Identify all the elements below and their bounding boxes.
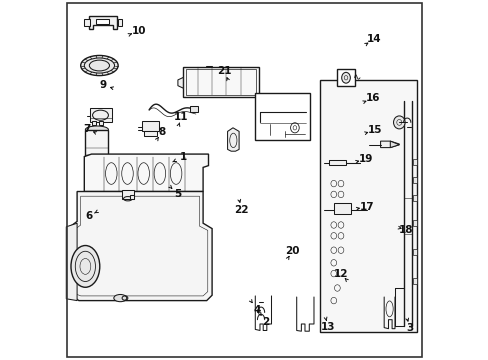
- Polygon shape: [66, 223, 77, 301]
- Ellipse shape: [71, 246, 100, 287]
- Bar: [118, 19, 122, 26]
- Bar: [412, 220, 416, 226]
- Bar: [160, 173, 170, 179]
- Text: 11: 11: [174, 112, 188, 122]
- Text: 22: 22: [234, 204, 248, 215]
- Polygon shape: [70, 192, 212, 301]
- Text: 21: 21: [216, 66, 231, 76]
- Polygon shape: [389, 141, 399, 148]
- Text: 7: 7: [83, 124, 90, 134]
- Ellipse shape: [85, 126, 108, 133]
- Bar: [328, 160, 346, 165]
- Bar: [96, 19, 108, 24]
- Bar: [90, 108, 112, 122]
- Text: 8: 8: [158, 127, 165, 138]
- Text: 16: 16: [366, 93, 380, 103]
- Text: 9: 9: [100, 80, 107, 90]
- Bar: [412, 177, 416, 183]
- Text: 20: 20: [284, 246, 299, 256]
- Text: 12: 12: [333, 269, 347, 279]
- Text: 13: 13: [320, 321, 335, 332]
- Text: 14: 14: [366, 34, 381, 44]
- Polygon shape: [227, 128, 239, 151]
- Bar: [190, 106, 198, 112]
- Bar: [333, 203, 350, 214]
- Ellipse shape: [81, 55, 118, 76]
- Text: 19: 19: [358, 154, 373, 165]
- Text: 3: 3: [406, 323, 413, 333]
- Bar: [99, 121, 103, 125]
- Bar: [142, 121, 159, 131]
- Polygon shape: [89, 16, 117, 29]
- Text: 6: 6: [85, 211, 92, 221]
- Bar: [412, 195, 416, 201]
- Bar: [412, 159, 416, 165]
- Bar: [183, 67, 258, 97]
- Bar: [130, 195, 134, 199]
- Bar: [92, 121, 96, 125]
- Bar: [337, 69, 354, 86]
- Polygon shape: [84, 154, 208, 192]
- Polygon shape: [380, 141, 399, 148]
- Ellipse shape: [85, 183, 108, 190]
- Text: 4: 4: [253, 305, 260, 315]
- Polygon shape: [85, 130, 108, 187]
- Ellipse shape: [341, 72, 349, 83]
- Text: 18: 18: [398, 225, 413, 235]
- Bar: [412, 249, 416, 255]
- Text: 1: 1: [179, 152, 186, 162]
- Polygon shape: [178, 77, 183, 88]
- Bar: [255, 93, 309, 140]
- Bar: [320, 80, 416, 332]
- Ellipse shape: [393, 116, 404, 129]
- Bar: [185, 69, 256, 95]
- Text: 5: 5: [174, 189, 181, 199]
- Bar: [122, 190, 133, 199]
- Text: 10: 10: [132, 26, 146, 36]
- Bar: [84, 19, 89, 26]
- Ellipse shape: [114, 294, 126, 302]
- Text: 17: 17: [359, 202, 373, 212]
- Text: 15: 15: [367, 125, 381, 135]
- Bar: [412, 278, 416, 284]
- Bar: [143, 131, 157, 136]
- Text: 2: 2: [262, 317, 269, 327]
